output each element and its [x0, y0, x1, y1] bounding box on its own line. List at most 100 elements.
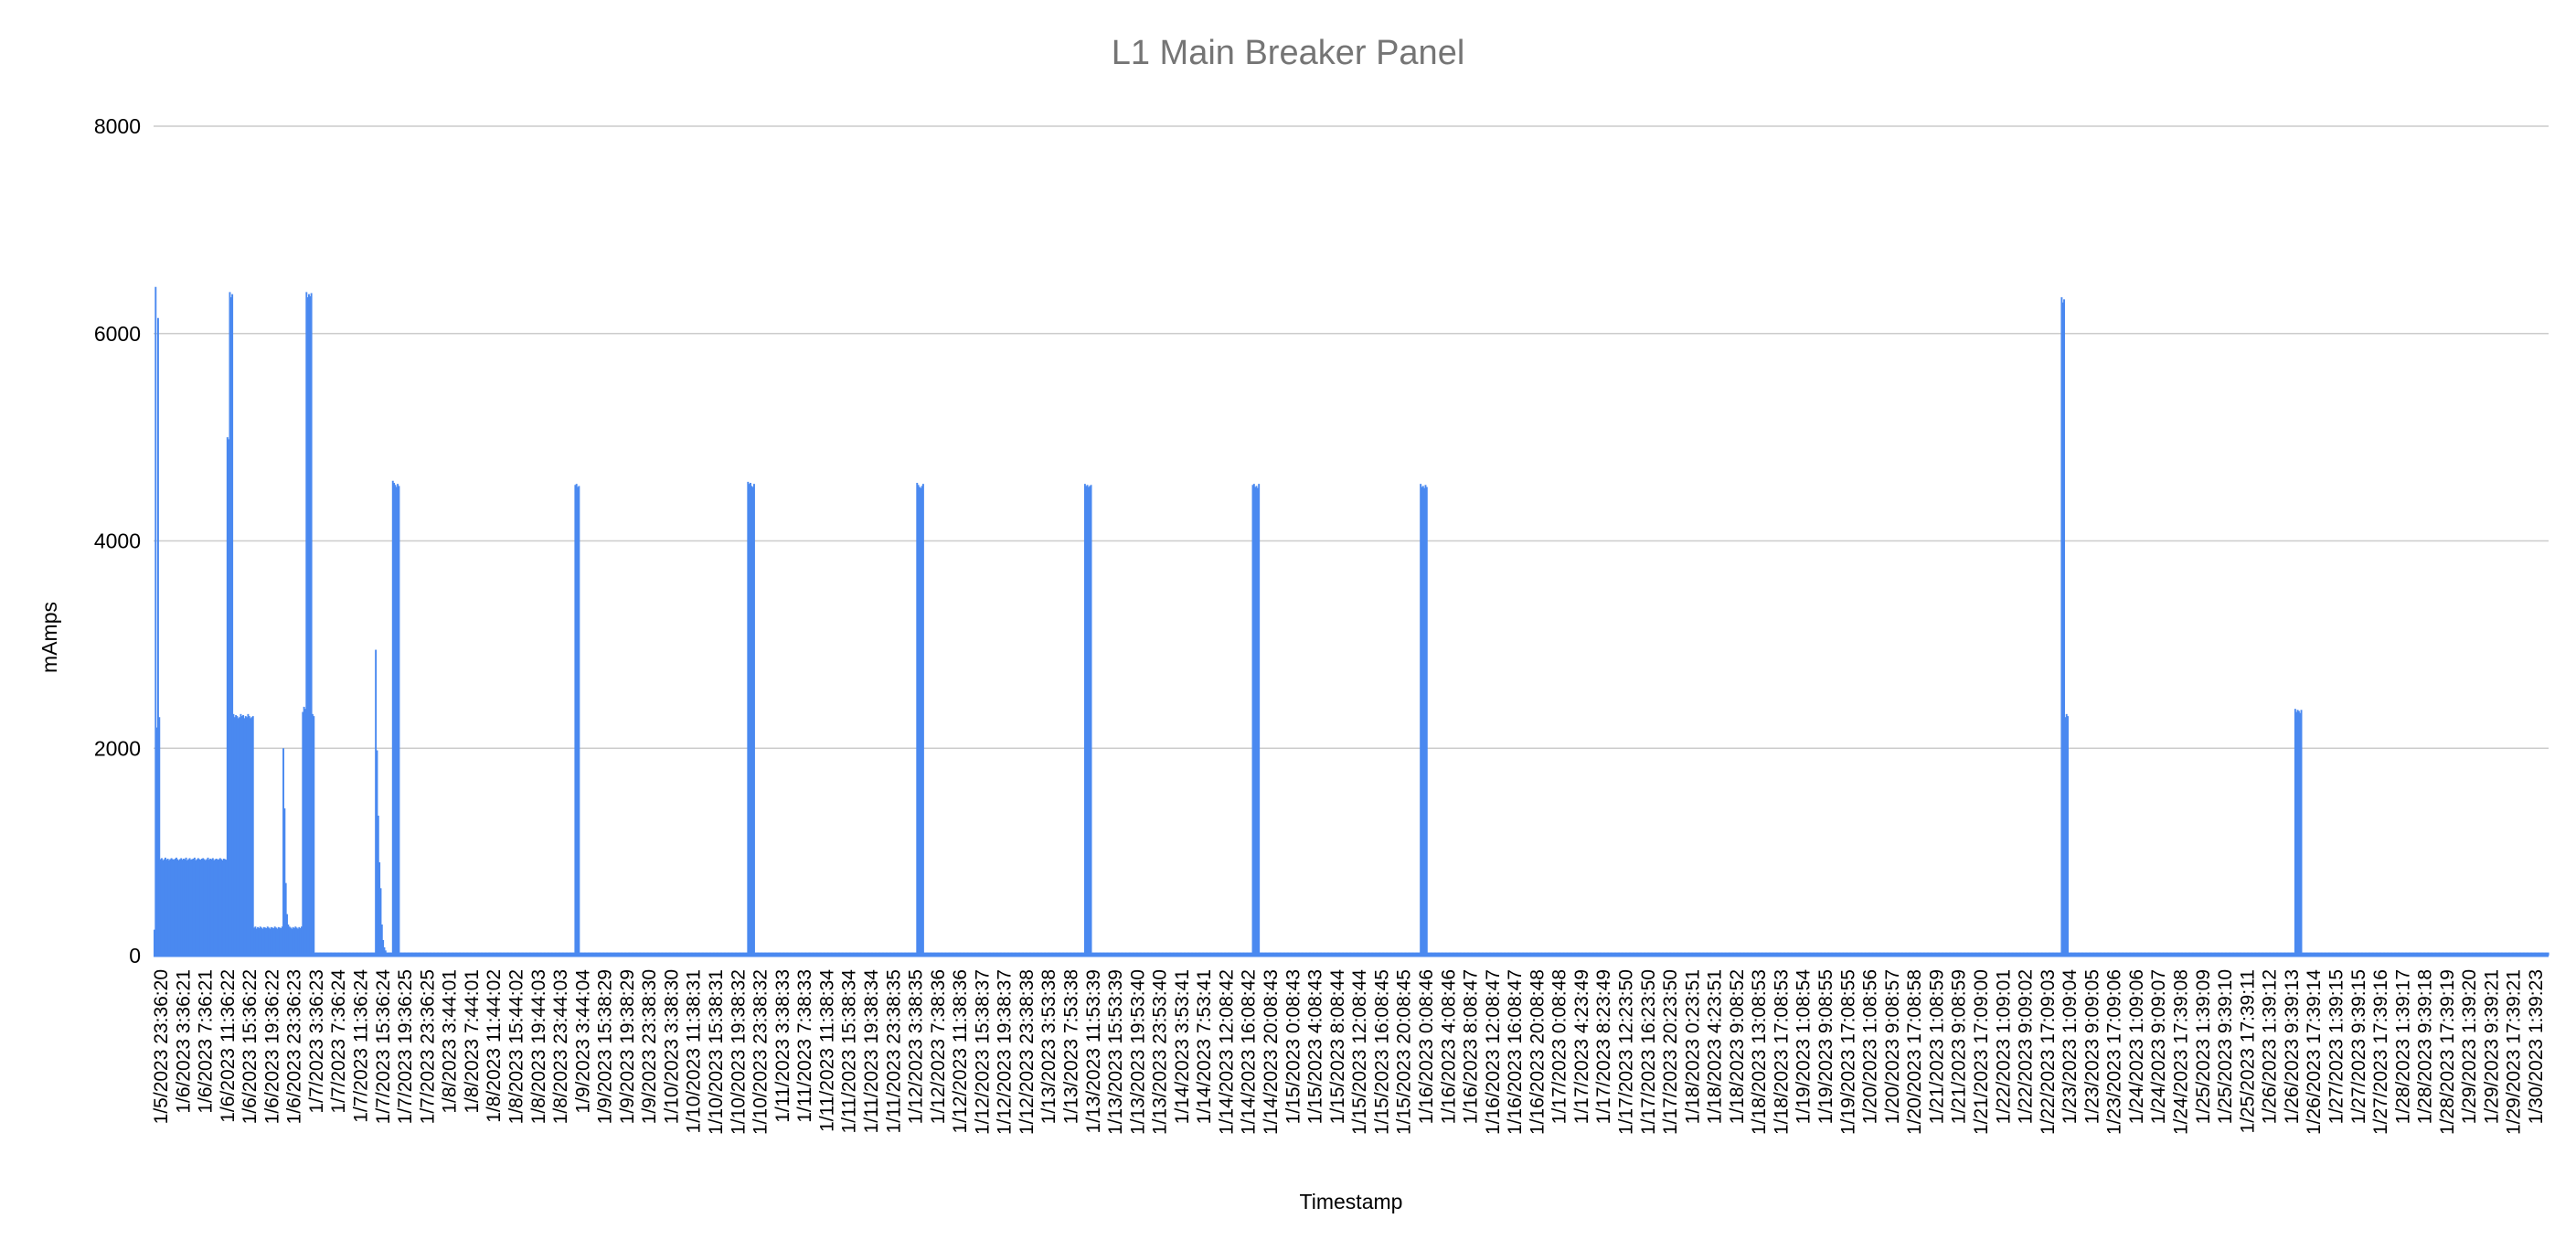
bar	[1387, 952, 1389, 956]
bar	[2083, 952, 2086, 956]
bar	[659, 952, 662, 956]
bar	[893, 952, 895, 956]
bar	[685, 952, 687, 956]
bar	[991, 952, 994, 956]
bar-series	[154, 286, 2549, 957]
bar	[990, 952, 993, 956]
bar	[906, 952, 909, 956]
bar	[328, 952, 331, 956]
bar	[833, 952, 836, 956]
bar	[759, 952, 761, 956]
bar	[2286, 952, 2289, 956]
bar	[439, 952, 442, 956]
bar	[2135, 952, 2138, 956]
bar	[601, 952, 603, 956]
bar	[1819, 952, 1822, 956]
bar	[1187, 952, 1189, 956]
bar	[1524, 952, 1527, 956]
bar	[1048, 952, 1049, 956]
bar	[1729, 952, 1731, 956]
bar	[2054, 952, 2057, 956]
bar	[2373, 952, 2376, 956]
bar	[1125, 952, 1128, 956]
bar	[1391, 952, 1394, 956]
bar	[793, 952, 795, 956]
bar	[973, 952, 975, 956]
bar	[1698, 952, 1700, 956]
bar	[968, 952, 971, 956]
bar	[1894, 952, 1897, 956]
bar	[849, 952, 852, 956]
bar	[523, 952, 526, 956]
bar	[2345, 952, 2347, 956]
bar	[620, 952, 623, 956]
bar	[2292, 952, 2294, 956]
bar	[1114, 952, 1117, 956]
bar	[946, 952, 949, 956]
bar	[1261, 952, 1264, 956]
bar	[1126, 952, 1129, 956]
bar	[496, 952, 499, 956]
bar	[740, 952, 742, 956]
bar	[1067, 952, 1070, 956]
bar	[1652, 952, 1655, 956]
bar	[1353, 952, 1355, 956]
bar	[1185, 952, 1187, 956]
bar	[729, 952, 731, 956]
bar	[360, 952, 363, 956]
bar	[1834, 952, 1836, 956]
bar	[1278, 952, 1281, 956]
bar	[1493, 952, 1495, 956]
bar	[435, 952, 438, 956]
bar	[1549, 952, 1552, 956]
bar	[1175, 952, 1177, 956]
bar	[195, 860, 197, 956]
bar	[644, 952, 646, 956]
bar	[506, 952, 508, 956]
x-tick-label: 1/9/2023 19:38:29	[617, 969, 638, 1124]
bar	[695, 952, 697, 956]
bar	[178, 859, 181, 956]
bar	[638, 952, 641, 956]
bar	[442, 952, 444, 956]
bar	[891, 952, 894, 956]
bar	[2530, 952, 2532, 956]
bar	[2414, 952, 2417, 956]
bar	[1475, 952, 1478, 956]
bar	[324, 952, 326, 956]
bar	[446, 952, 449, 956]
bar	[794, 952, 797, 956]
bar	[1218, 952, 1220, 956]
bar	[452, 952, 455, 956]
bar	[2185, 952, 2187, 956]
bar	[508, 952, 511, 956]
bar	[2479, 952, 2482, 956]
bar	[2474, 952, 2476, 956]
bar	[2290, 952, 2293, 956]
bar	[1045, 952, 1048, 956]
bar	[821, 952, 824, 956]
bar	[2236, 952, 2238, 956]
bar	[2259, 952, 2262, 956]
bar	[1151, 952, 1154, 956]
bar	[1614, 952, 1617, 956]
bar	[2209, 952, 2211, 956]
x-tick-label: 1/16/2023 20:08:48	[1527, 969, 1548, 1135]
bar	[2150, 952, 2153, 956]
bar	[1752, 952, 1755, 956]
bar	[281, 926, 283, 956]
bar	[310, 293, 313, 956]
bar	[246, 717, 249, 956]
bar	[961, 952, 963, 956]
bar	[1362, 952, 1365, 956]
bar	[2071, 952, 2074, 956]
bar	[1020, 952, 1023, 956]
bar	[2483, 952, 2486, 956]
bar	[1340, 952, 1343, 956]
bar	[1927, 952, 1929, 956]
bar	[217, 860, 219, 956]
bar	[388, 952, 390, 956]
bar	[664, 952, 666, 956]
bar	[1148, 952, 1151, 956]
bar	[1910, 952, 1912, 956]
